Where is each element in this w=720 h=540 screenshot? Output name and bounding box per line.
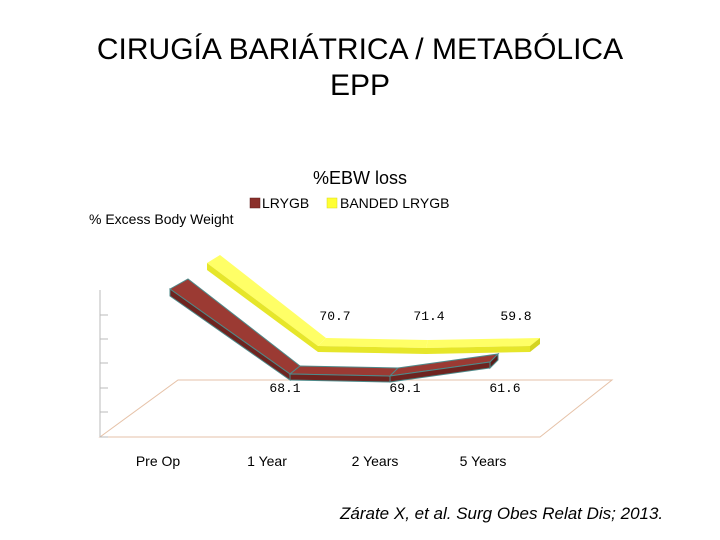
series-banded-lrygb-ribbon <box>207 255 540 354</box>
lrygb-ribbon-end <box>489 352 499 370</box>
data-label-lrygb-5-years: 61.6 <box>489 381 520 396</box>
x-tick-label-5-years: 5 Years <box>460 453 507 469</box>
chart-title: %EBW loss <box>313 168 407 188</box>
lrygb-ribbon-top <box>169 278 301 375</box>
x-tick-label-pre-op: Pre Op <box>136 453 181 469</box>
data-label-lrygb-1-year: 68.1 <box>269 381 300 396</box>
banded-lrygb-ribbon-top <box>207 255 326 346</box>
banded-lrygb-ribbon-front-3 <box>426 346 530 354</box>
data-label-lrygb-2-years: 69.1 <box>389 381 420 396</box>
legend-label-lrygb: LRYGB <box>262 195 309 211</box>
legend-swatch-banded-lrygb <box>326 197 338 209</box>
x-tick-label-2-years: 2 Years <box>352 453 399 469</box>
chart-floor <box>98 379 614 438</box>
y-axis-label: % Excess Body Weight <box>89 211 234 227</box>
legend-label-banded-lrygb: BANDED LRYGB <box>340 195 449 211</box>
citation: Zárate X, et al. Surg Obes Relat Dis; 20… <box>340 504 664 523</box>
banded-lrygb-ribbon-end <box>530 338 540 352</box>
title-line-1: CIRUGÍA BARIÁTRICA / METABÓLICA <box>96 33 624 66</box>
data-label-banded-2-years: 71.4 <box>413 309 444 324</box>
lrygb-ribbon-front-2 <box>289 373 391 383</box>
banded-lrygb-ribbon-front-2 <box>318 346 426 354</box>
data-label-banded-1-year: 70.7 <box>319 309 350 324</box>
banded-lrygb-data-labels: 70.7 71.4 59.8 <box>319 309 531 324</box>
chart-legend: LRYGB BANDED LRYGB <box>249 195 449 211</box>
y-axis-ticks <box>100 314 108 438</box>
legend-swatch-lrygb <box>249 197 261 209</box>
data-label-banded-5-years: 59.8 <box>500 309 531 324</box>
series-lrygb-ribbon <box>169 278 500 383</box>
x-axis-tick-labels: Pre Op 1 Year 2 Years 5 Years <box>136 453 507 469</box>
banded-lrygb-ribbon-top-2 <box>318 338 428 348</box>
lrygb-data-labels: 68.1 69.1 61.6 <box>269 381 520 396</box>
title-line-2: EPP <box>329 69 391 102</box>
x-tick-label-1-year: 1 Year <box>247 453 287 469</box>
banded-lrygb-ribbon-top-3 <box>426 338 540 348</box>
slide-title: CIRUGÍA BARIÁTRICA / METABÓLICA EPP <box>0 32 720 104</box>
banded-lrygb-ribbon-front <box>207 263 318 352</box>
